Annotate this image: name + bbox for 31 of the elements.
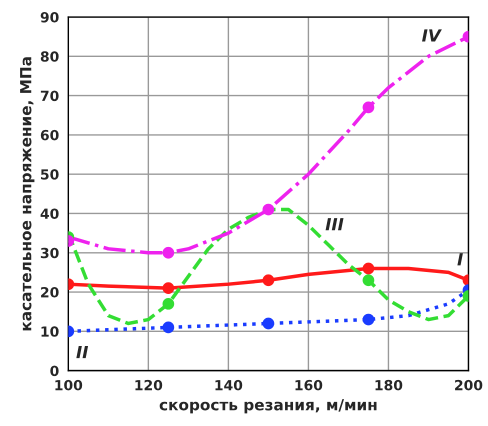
y-tick-label: 0 bbox=[50, 366, 59, 376]
x-tick-label: 140 bbox=[215, 380, 242, 390]
point bbox=[162, 322, 174, 334]
series-label: II bbox=[76, 346, 88, 358]
y-tick-label: 10 bbox=[42, 326, 59, 337]
point bbox=[262, 204, 274, 216]
y-tick-label: 30 bbox=[40, 248, 59, 258]
y-tick-label: 20 bbox=[41, 287, 59, 298]
series-label: IV bbox=[422, 29, 442, 42]
x-axis-title: скорость резания, м/мин bbox=[160, 399, 376, 414]
point bbox=[362, 314, 374, 326]
point bbox=[262, 274, 274, 286]
y-tick-label: 50 bbox=[41, 169, 59, 180]
point bbox=[362, 102, 374, 114]
point bbox=[162, 282, 174, 294]
y-tick-label: 40 bbox=[40, 208, 59, 219]
point bbox=[262, 318, 274, 330]
series-label: III bbox=[326, 218, 344, 230]
y-tick-label: 60 bbox=[40, 130, 59, 140]
point bbox=[162, 246, 174, 259]
y-tick-label: 80 bbox=[40, 51, 59, 62]
y-tick-label: 90 bbox=[40, 12, 59, 23]
x-tick-label: 180 bbox=[376, 380, 402, 390]
x-tick-label: 120 bbox=[135, 380, 162, 390]
series-label: I bbox=[457, 253, 463, 266]
x-tick-label: 100 bbox=[55, 380, 82, 390]
point bbox=[362, 262, 374, 274]
x-tick-label: 200 bbox=[455, 380, 482, 390]
x-tick-label: 160 bbox=[295, 380, 322, 390]
y-axis-title: касательное напряжение, МПа bbox=[20, 57, 34, 330]
y-tick-label: 70 bbox=[40, 90, 59, 102]
